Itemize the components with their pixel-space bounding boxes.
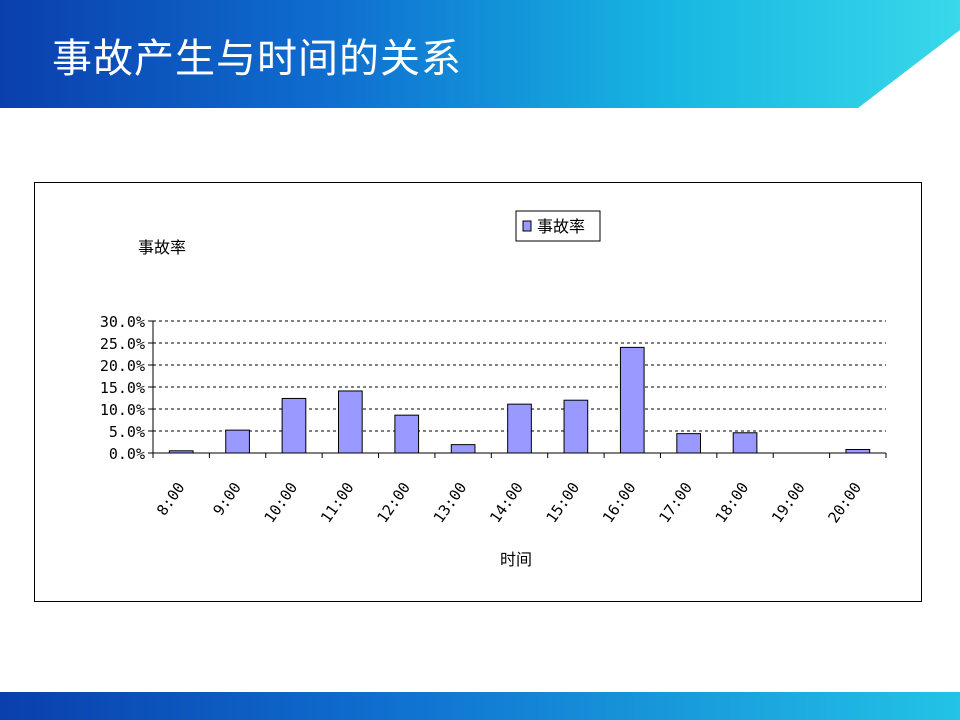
x-tick-label: 8:00 [153,479,188,519]
bar-1600 [619,346,645,454]
y-tick-labels: 0.0% 5.0% 10.0% 15.0% 20.0% 25.0% 30.0% [100,313,153,463]
x-tick-label: 10:00 [261,479,302,526]
bar-1300 [450,444,476,454]
y-tick-label: 5.0% [109,423,145,441]
x-tick-label: 16:00 [599,479,640,526]
legend-label: 事故率 [537,217,585,236]
x-axis-label: 时间 [500,550,532,569]
bars [168,346,871,454]
bar-1100 [338,390,363,454]
legend-swatch [522,220,532,232]
bar-2000 [845,448,871,454]
legend: 事故率 [515,210,601,242]
x-tick-label: 14:00 [486,479,527,526]
x-tick-label: 15:00 [543,479,584,526]
x-tick-label: 17:00 [655,479,696,526]
bar-1400 [507,403,532,454]
slide-title: 事故产生与时间的关系 [52,36,462,82]
x-tick-label: 12:00 [373,479,414,526]
x-tick-label: 13:00 [430,479,471,526]
footer-bar [0,692,960,720]
x-tick-label: 9:00 [209,479,244,519]
bar-1800 [732,432,758,454]
bar-900 [225,429,250,454]
y-tick-label: 20.0% [100,357,145,375]
x-tick-labels: 8:00 9:00 10:00 11:00 12:00 13:00 14:00 15:00 16… [152,453,887,526]
y-tick-label: 25.0% [100,335,145,353]
y-axis-label: 事故率 [138,238,186,257]
x-tick-label: 18:00 [712,479,753,526]
bar-1000 [281,397,307,454]
chart-frame: 0.0% 5.0% 10.0% 15.0% 20.0% 25.0% 30.0% 8:00 9:… [34,182,922,602]
title-banner [0,0,960,108]
bar-1500 [563,399,589,454]
y-tick-label: 30.0% [100,313,145,331]
bar-1200 [394,414,420,454]
y-tick-label: 15.0% [100,379,145,397]
x-tick-label: 19:00 [768,479,809,526]
y-tick-label: 10.0% [100,401,145,419]
x-tick-label: 11:00 [317,479,358,526]
x-tick-label: 20:00 [824,479,865,526]
bar-chart: 0.0% 5.0% 10.0% 15.0% 20.0% 25.0% 30.0% 8:00 9:… [100,210,887,569]
bar-1700 [676,433,701,454]
y-tick-label: 0.0% [109,445,145,463]
